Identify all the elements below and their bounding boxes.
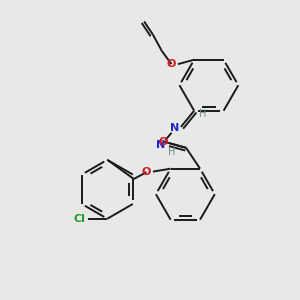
Text: Cl: Cl: [74, 214, 86, 224]
Text: O: O: [159, 137, 168, 147]
Text: O: O: [142, 167, 151, 177]
Text: N: N: [156, 140, 165, 150]
Text: N: N: [170, 123, 180, 134]
Text: O: O: [167, 59, 176, 69]
Text: H: H: [199, 109, 206, 119]
Text: H: H: [168, 147, 175, 157]
